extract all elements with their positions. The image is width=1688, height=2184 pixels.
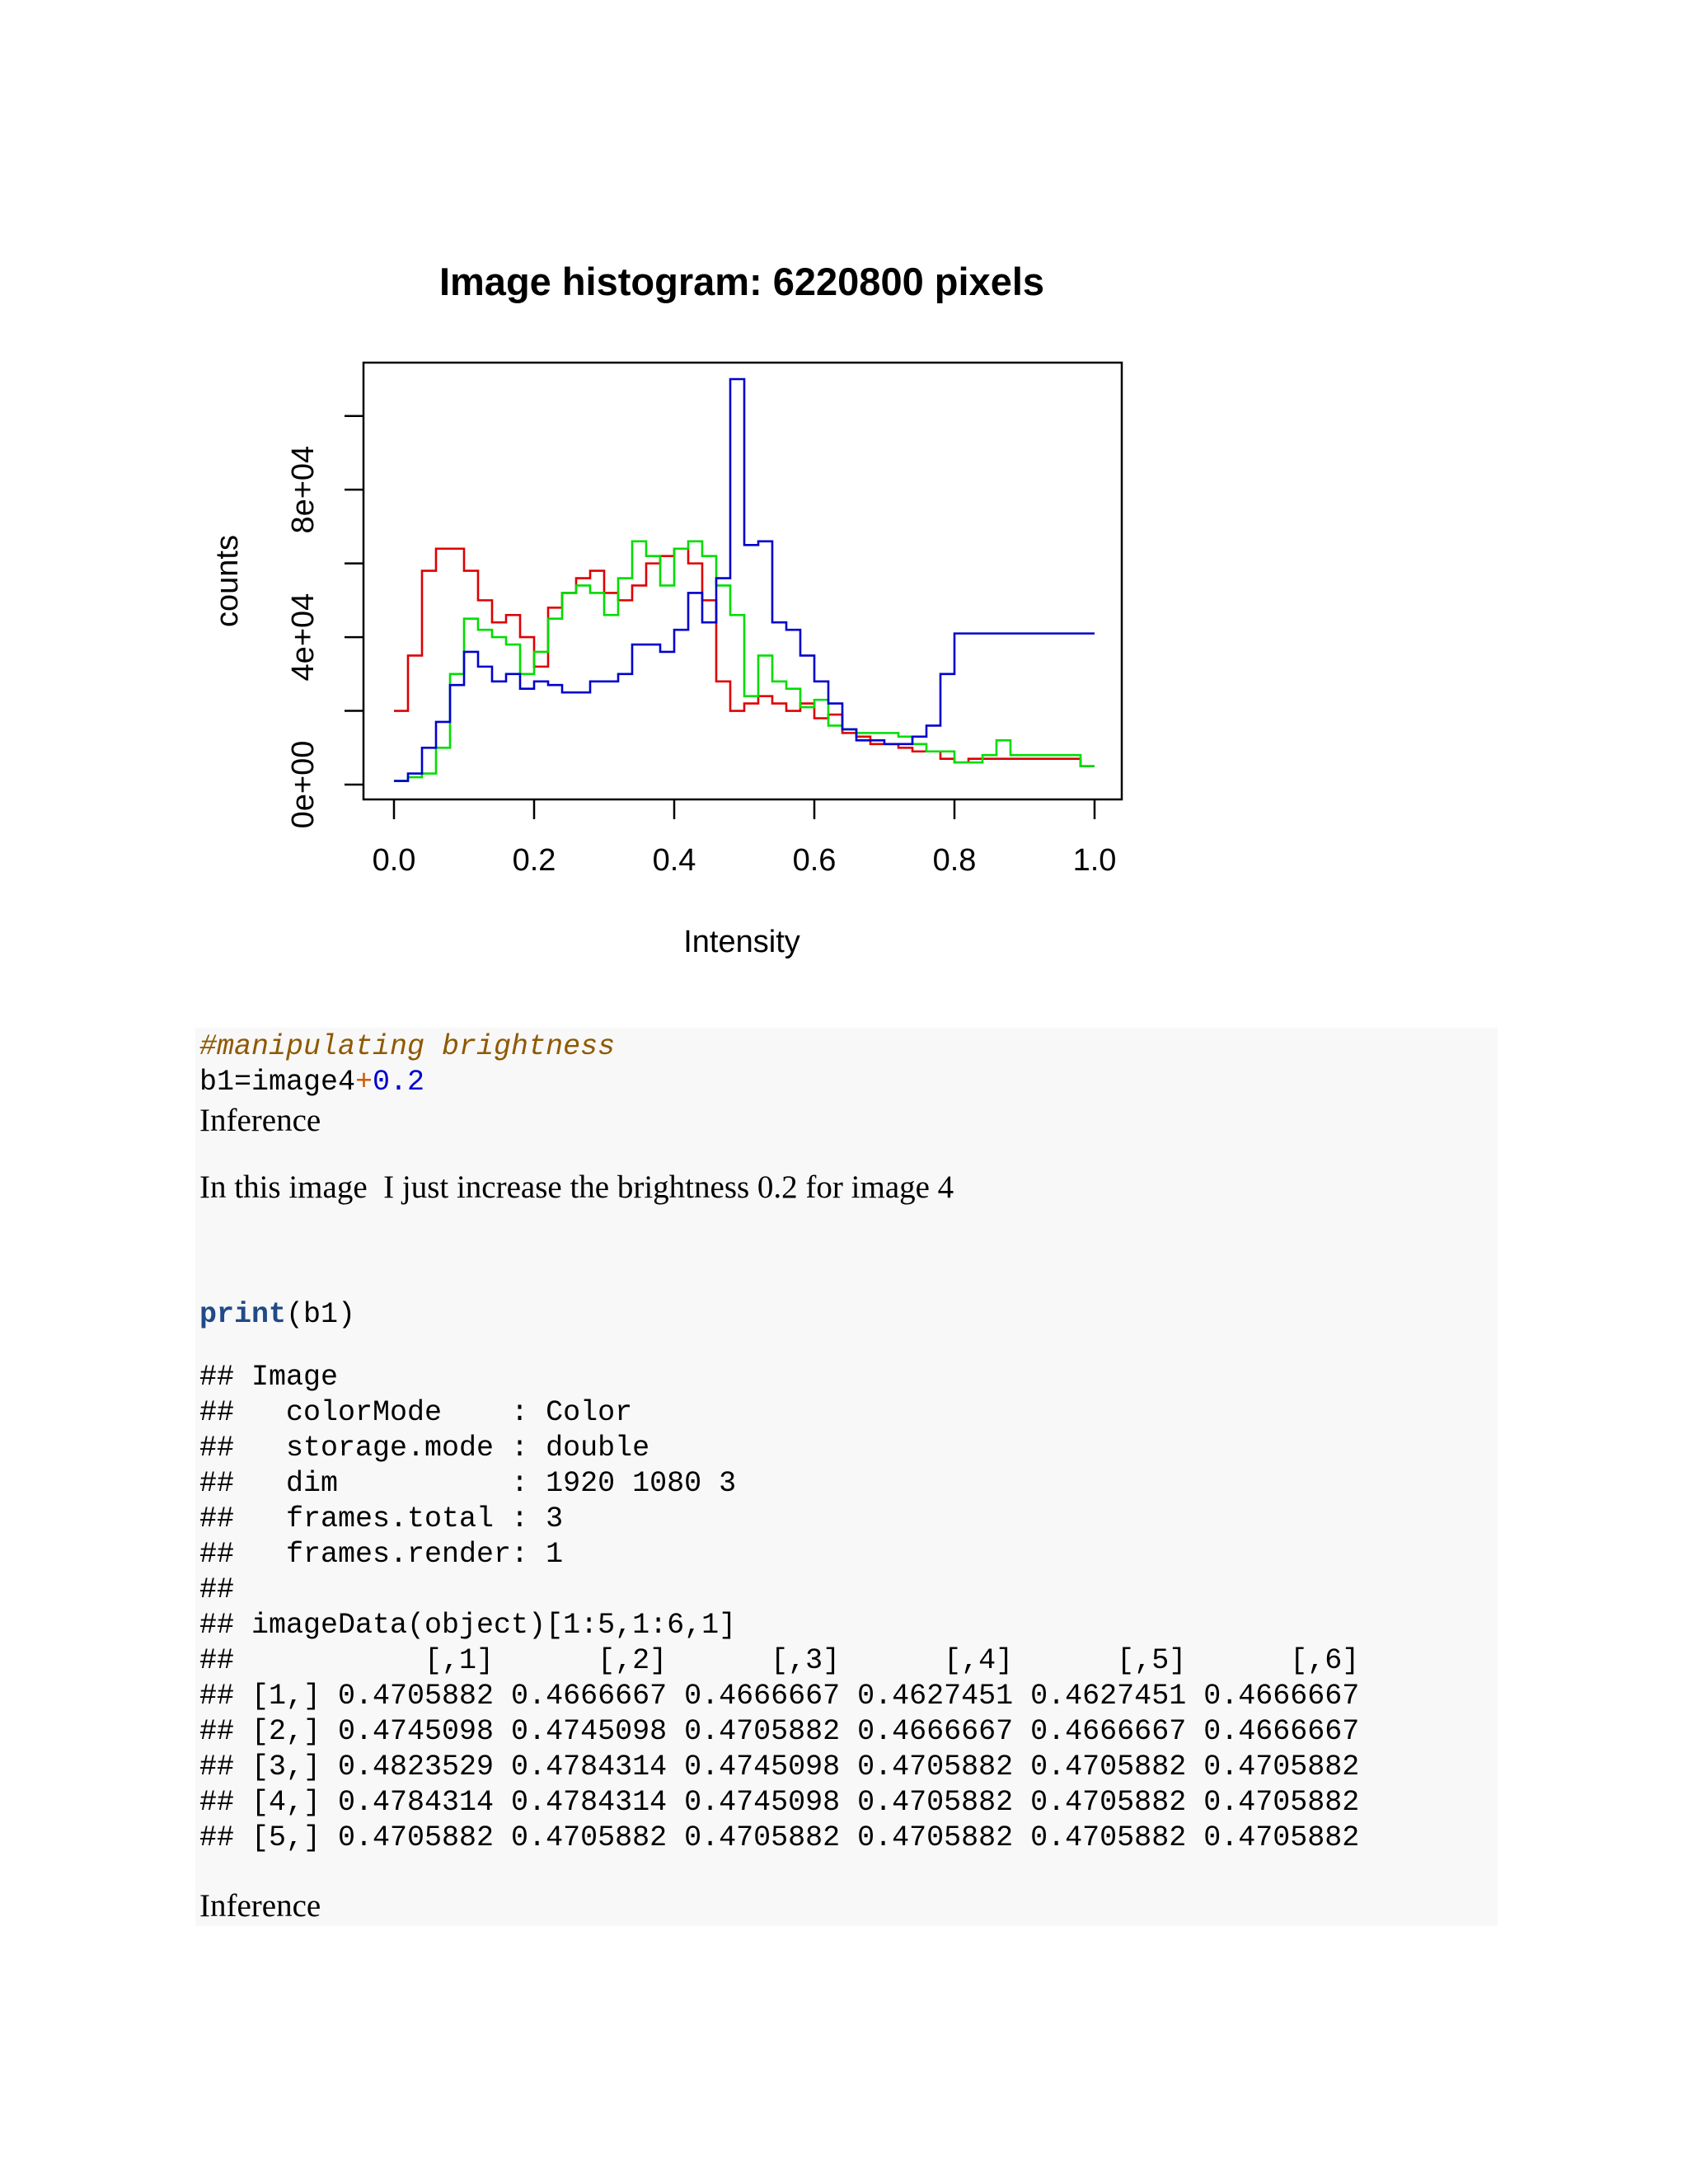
histogram-series-2 xyxy=(394,377,1095,782)
output-table-row: ## [4,] 0.4784314 0.4784314 0.4745098 0.… xyxy=(199,1786,1360,1819)
code-print-line: print(b1) xyxy=(199,1298,355,1331)
x-axis: 0.0 0.2 0.4 0.6 0.8 1.0 xyxy=(373,799,1117,878)
code-function: print xyxy=(199,1298,287,1331)
x-axis-label: Intensity xyxy=(683,925,800,959)
code-comment: #manipulating brightness xyxy=(199,1030,615,1063)
code-assign-lhs: b1=image4 xyxy=(199,1066,356,1099)
inference-paragraph: In this image I just increase the bright… xyxy=(199,1169,954,1205)
output-table-row: ## [5,] 0.4705882 0.4705882 0.4705882 0.… xyxy=(199,1821,1360,1854)
plot-frame xyxy=(362,361,1123,801)
chart-title: Image histogram: 6220800 pixels xyxy=(439,260,1044,303)
output-line: ## frames.total : 3 xyxy=(199,1502,564,1535)
x-tick-label: 0.8 xyxy=(933,843,977,878)
y-tick-label: 0e+00 xyxy=(286,741,321,829)
inference-heading-2: Inference xyxy=(199,1888,321,1924)
y-tick-label: 8e+04 xyxy=(286,446,321,534)
output-table-header: ## [,1] [,2] [,3] [,4] [,5] [,6] xyxy=(199,1644,1360,1677)
comment-text: #manipulating brightness xyxy=(199,1030,616,1063)
code-block xyxy=(195,1028,1498,1926)
x-tick-label: 0.4 xyxy=(653,843,696,878)
histogram-series-0 xyxy=(394,547,1095,767)
output-line: ## frames.render: 1 xyxy=(199,1538,564,1571)
output-line: ## storage.mode : double xyxy=(199,1432,650,1465)
output-line: ## imageData(object)[1:5,1:6,1] xyxy=(199,1609,737,1642)
code-assign-line: b1=image4+0.2 xyxy=(199,1066,424,1099)
x-tick-label: 0.2 xyxy=(513,843,556,878)
histogram-series xyxy=(394,377,1095,782)
output-line: ## Image xyxy=(199,1361,339,1394)
output-line: ## dim : 1920 1080 3 xyxy=(199,1467,737,1500)
x-tick-label: 0.0 xyxy=(373,843,416,878)
code-number: 0.2 xyxy=(373,1066,425,1099)
histogram-series-1 xyxy=(394,540,1095,782)
output-table-row: ## [1,] 0.4705882 0.4666667 0.4666667 0.… xyxy=(199,1680,1360,1713)
code-operator: + xyxy=(355,1066,373,1099)
y-tick-label: 4e+04 xyxy=(286,593,321,682)
x-tick-label: 1.0 xyxy=(1073,843,1117,878)
y-axis-label: counts xyxy=(210,535,245,627)
output-table-row: ## [3,] 0.4823529 0.4784314 0.4745098 0.… xyxy=(199,1750,1360,1783)
code-print-args: (b1) xyxy=(286,1298,356,1331)
y-axis: 0e+00 4e+04 8e+04 xyxy=(286,415,363,829)
output-line: ## xyxy=(199,1573,235,1606)
inference-heading: Inference xyxy=(199,1103,321,1138)
output-table-row: ## [2,] 0.4745098 0.4745098 0.4705882 0.… xyxy=(199,1715,1360,1748)
x-tick-label: 0.6 xyxy=(793,843,837,878)
histogram-chart: Image histogram: 6220800 pixels 0.0 0.2 0.… xyxy=(210,260,1123,959)
output-line: ## colorMode : Color xyxy=(199,1396,633,1429)
